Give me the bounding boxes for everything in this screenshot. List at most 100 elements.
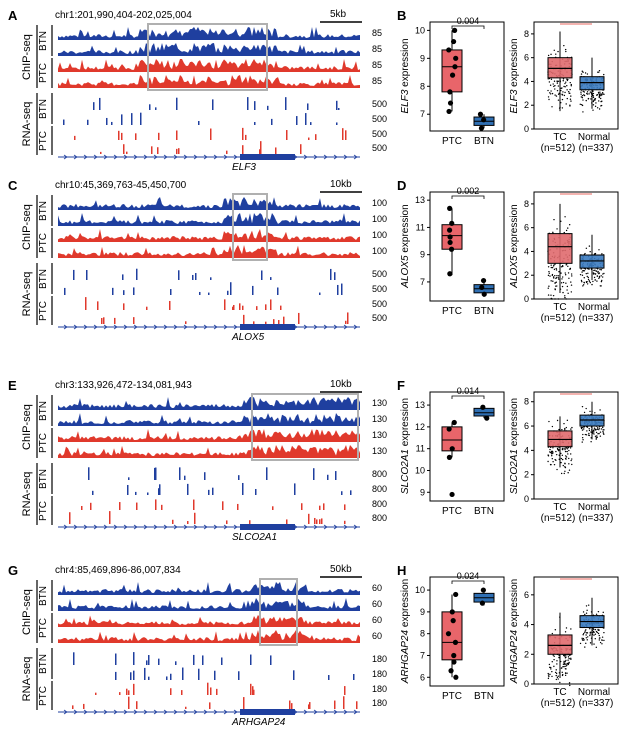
tcga-sample-point (589, 251, 591, 253)
tcga-sample-point (557, 80, 560, 82)
tcga-sample-point (569, 268, 572, 270)
y-axis-label-suffix: expression (509, 398, 520, 449)
tcga-sample-point (557, 678, 559, 680)
btn-rna-peak (353, 674, 355, 680)
track-scale-tick: 85 (372, 60, 382, 70)
strand-arrow (143, 524, 148, 530)
tcga-sample-point (561, 276, 564, 278)
strand-arrow (183, 524, 188, 530)
btn-rna-peak (195, 273, 197, 280)
tc-box (547, 233, 573, 264)
btn-rna-peak (136, 268, 138, 280)
tcga-boxplot: 8 6 4 2 0 TC Normal(n=512) (n=337) ELF3 expressi… (509, 21, 619, 154)
strand-arrow (153, 154, 158, 160)
tcga-sample-point (602, 273, 604, 275)
tcga-sample-point (596, 275, 599, 277)
tcga-sample-point (565, 81, 567, 83)
strand-arrow (73, 524, 78, 530)
ptc-rna-peak (250, 683, 252, 695)
strand-arrow (343, 524, 348, 530)
sample-point (447, 89, 453, 95)
tcga-sample-point (588, 268, 590, 270)
tcga-sample-point (548, 81, 551, 83)
panel-letter-F: F (397, 378, 405, 393)
tcga-sample-point (584, 613, 586, 616)
ptc-label: PTC (38, 233, 49, 253)
tcga-sample-point (595, 102, 597, 104)
tcga-sample-point (594, 99, 596, 101)
tcga-sample-point (557, 275, 560, 277)
ptc-rna-peak (187, 521, 189, 524)
tcga-sample-point (560, 472, 563, 475)
ptc-rna-peak (344, 520, 346, 524)
tcga-sample-point (552, 460, 554, 463)
normal-count: (n=337) (579, 698, 614, 709)
tcga-sample-point (580, 279, 583, 282)
normal-label: Normal (578, 687, 610, 698)
y-axis-label: ALOX5 expression (400, 204, 411, 288)
strand-arrow (313, 154, 318, 160)
track-scale-tick: 500 (372, 114, 387, 124)
y-axis-label-suffix: expression (400, 204, 411, 255)
tcga-sample-point (556, 89, 559, 92)
tcga-sample-point (548, 285, 550, 287)
tcga-sample-point (547, 677, 550, 680)
track-scale-tick: 100 (372, 230, 387, 240)
ptc-label: PTC (38, 433, 49, 453)
ptc-rna-peak (157, 147, 159, 154)
btn-rna-peak (336, 122, 338, 125)
btn-rna-peak (330, 268, 332, 280)
sample-point (449, 609, 455, 615)
panel-letter-B: B (397, 8, 407, 23)
tcga-sample-point (601, 279, 603, 282)
tcga-sample-point (563, 94, 566, 97)
ptc-rna-peak (260, 141, 262, 154)
tcga-sample-point (569, 105, 571, 107)
btn-rna-peak (338, 107, 340, 110)
panel-letter-E: E (8, 378, 17, 393)
strand-arrow (93, 709, 98, 715)
ptc-rna-peak (321, 518, 323, 524)
y-tick-label: 0 (524, 679, 529, 689)
ptc-rna-peak (278, 320, 280, 324)
tcga-sample-point (587, 276, 589, 279)
strand-arrow (173, 524, 178, 530)
genomic-coordinate: chr1:201,990,404-202,025,004 (55, 10, 192, 21)
tcga-sample-point (558, 428, 560, 431)
tcga-sample-point (563, 231, 565, 234)
tcga-sample-point (566, 97, 568, 100)
tcga-sample-point (564, 448, 566, 451)
tcga-sample-point (551, 632, 554, 635)
strand-arrow (323, 154, 328, 160)
sample-point (446, 426, 452, 432)
p-value: 0.014 (457, 386, 480, 396)
gene-name: ALOX5 (509, 255, 520, 289)
y-tick-label: 6 (524, 53, 529, 63)
ptc-rna-peak (256, 306, 258, 310)
sample-point (451, 419, 457, 426)
strand-arrow (313, 709, 318, 715)
tcga-sample-point (596, 427, 599, 429)
tcga-sample-point (554, 88, 556, 90)
strand-arrow (103, 324, 108, 330)
btn-rna-peak (238, 475, 240, 480)
track-scale-tick: 60 (372, 599, 382, 609)
tcga-sample-point (562, 663, 565, 665)
tcga-sample-point (587, 636, 589, 638)
btn-chip-track (58, 598, 360, 611)
genome-track-panel: ChIP-seq RNA-seq BTN PTC BTN PTC 85 85 85 85 500 50… (21, 21, 387, 160)
strand-arrow (183, 154, 188, 160)
strand-arrow (353, 709, 358, 715)
strand-arrow (163, 154, 168, 160)
btn-rna-peak (285, 97, 287, 110)
ptc-rna-peak (356, 701, 358, 709)
tcga-sample-point (586, 632, 589, 634)
ptc-label: PTC (38, 618, 49, 638)
tcga-sample-point (554, 282, 556, 284)
track-scale-tick: 100 (372, 198, 387, 208)
y-tick-label: 8 (420, 81, 425, 91)
tcga-sample-point (555, 669, 557, 671)
tcga-sample-point (592, 628, 595, 630)
track-scale-tick: 60 (372, 583, 382, 593)
ptc-rna-peak (253, 321, 255, 324)
